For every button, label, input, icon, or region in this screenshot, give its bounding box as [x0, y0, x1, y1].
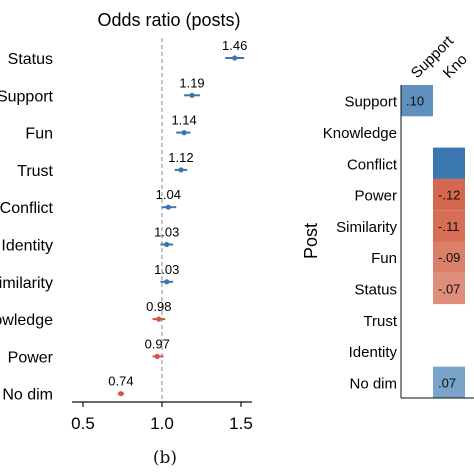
heatmap-cell-label: .10	[406, 94, 424, 109]
heatmap-row-label: Knowledge	[323, 125, 397, 142]
heatmap-cell-label: -.11	[438, 219, 459, 234]
heatmap-cell	[433, 210, 465, 242]
x-tick-label: 0.5	[71, 414, 95, 433]
heatmap-cell-label: -.09	[438, 250, 460, 265]
forest-title: Odds ratio (posts)	[97, 10, 240, 30]
odds-ratio-point	[164, 241, 170, 248]
forest-category-label: Status	[8, 51, 53, 68]
heatmap-row-label: Power	[354, 188, 397, 205]
odds-ratio-value-label: 0.98	[146, 299, 171, 314]
odds-ratio-value-label: 0.97	[145, 336, 170, 351]
odds-ratio-point	[164, 279, 170, 285]
forest-category-label: No dim	[2, 387, 53, 404]
odds-ratio-value-label: 1.03	[154, 262, 179, 277]
heatmap-cell	[433, 241, 465, 273]
heatmap-y-label: Post	[301, 223, 321, 259]
heatmap-row-label: Identity	[349, 344, 398, 361]
forest-plot: Odds ratio (posts) Status 1.46 Support 1.19…	[0, 10, 253, 433]
figure-caption: (b)	[152, 448, 178, 468]
heatmap-row-label: Fun	[371, 250, 397, 267]
odds-ratio-point	[189, 92, 195, 98]
forest-category-label: Identity	[1, 238, 53, 255]
odds-ratio-point	[156, 316, 162, 322]
x-tick-label: 1.5	[229, 414, 253, 433]
heatmap-cell-label: -.12	[438, 188, 460, 203]
heatmap-row-label: No dim	[349, 375, 397, 392]
x-tick-label: 1.0	[150, 414, 174, 433]
odds-ratio-value-label: 1.19	[179, 75, 204, 90]
forest-category-label: Power	[8, 349, 54, 366]
odds-ratio-point	[181, 130, 187, 136]
forest-category-label: Conflict	[0, 200, 54, 217]
forest-category-label: Trust	[17, 163, 53, 180]
heatmap-row-label: Similarity	[336, 219, 397, 236]
forest-category-label: Similarity	[0, 275, 53, 292]
heatmap-cell	[433, 178, 465, 211]
heatmap-cell	[433, 366, 465, 398]
odds-ratio-value-label: 1.12	[168, 150, 193, 165]
odds-ratio-value-label: 1.03	[154, 225, 179, 240]
heatmap-cell	[433, 147, 465, 179]
heatmap-row-label: Trust	[363, 313, 397, 330]
heatmap-cell-label: .07	[438, 375, 456, 390]
odds-ratio-point	[165, 204, 171, 210]
heatmap-cell	[401, 85, 433, 117]
odds-ratio-point	[178, 167, 184, 173]
forest-category-label: Fun	[25, 126, 53, 143]
heatmap-row-label: Status	[354, 281, 397, 298]
odds-ratio-value-label: 1.04	[156, 187, 181, 202]
odds-ratio-point	[232, 55, 238, 61]
odds-ratio-point	[118, 391, 124, 397]
odds-ratio-value-label: 0.74	[108, 374, 133, 389]
forest-category-label: Support	[0, 88, 54, 105]
odds-ratio-value-label: 1.46	[222, 38, 247, 53]
heatmap-cell	[433, 272, 465, 305]
heatmap-cell-label: -.07	[438, 281, 460, 296]
forest-category-label: Knowledge	[0, 312, 53, 329]
heatmap-row-label: Support	[344, 94, 397, 111]
heatmap: Post .10 -.12 -.11 -.09 -.07 .07 Support Knowl…	[301, 32, 474, 399]
odds-ratio-point	[154, 353, 160, 359]
odds-ratio-value-label: 1.14	[171, 113, 196, 128]
heatmap-row-label: Conflict	[347, 156, 398, 173]
